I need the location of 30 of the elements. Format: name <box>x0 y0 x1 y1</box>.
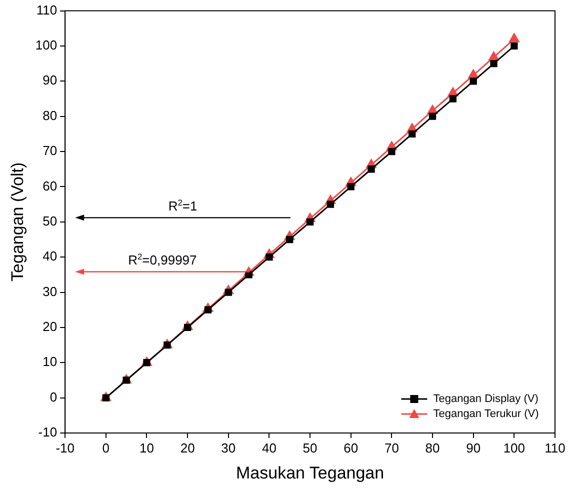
y-tick-label: 50 <box>42 213 58 228</box>
legend-label: Tegangan Display (V) <box>433 393 538 406</box>
y-tick-label: 40 <box>42 248 58 264</box>
y-tick-label: 10 <box>42 354 58 370</box>
y-tick-label: -10 <box>38 424 58 440</box>
x-tick-label: 80 <box>425 440 440 456</box>
x-tick-label: 0 <box>102 440 110 456</box>
x-tick-label: 100 <box>503 440 526 456</box>
y-tick-label: 90 <box>42 72 58 88</box>
x-tick-label: 90 <box>466 440 481 456</box>
y-axis-title: Tegangan (Volt) <box>8 162 27 282</box>
x-tick-label: 50 <box>302 440 318 456</box>
y-tick-label: 80 <box>42 108 58 123</box>
y-tick-label: 20 <box>42 319 58 334</box>
x-axis-title: Masukan Tegangan <box>236 463 384 482</box>
legend-label: Tegangan Terukur (V) <box>433 408 539 420</box>
x-tick-label: 10 <box>140 440 154 456</box>
x-tick-label: 60 <box>344 440 358 456</box>
y-tick-label: 100 <box>35 38 58 53</box>
y-tick-label: 30 <box>42 284 58 299</box>
x-tick-label: 30 <box>221 440 236 456</box>
x-tick-label: 20 <box>180 440 195 456</box>
x-tick-label: 70 <box>384 440 399 456</box>
y-tick-label: 70 <box>42 143 58 158</box>
x-tick-label: -10 <box>56 440 74 456</box>
y-tick-label: 60 <box>42 178 58 194</box>
y-tick-label: 0 <box>50 389 58 404</box>
x-tick-label: 40 <box>262 440 276 456</box>
x-tick-label: 110 <box>544 440 566 456</box>
y-tick-label: 110 <box>36 2 58 18</box>
